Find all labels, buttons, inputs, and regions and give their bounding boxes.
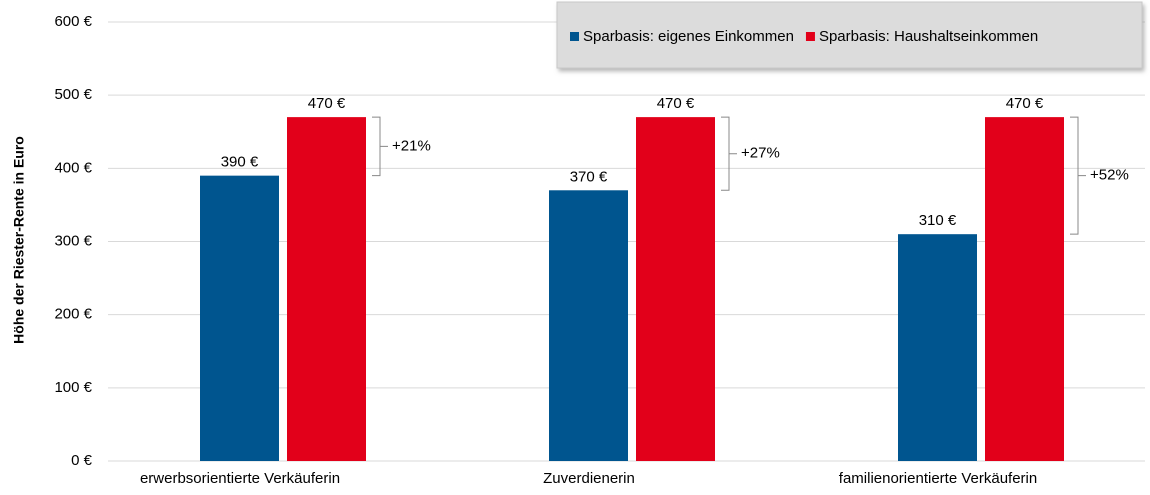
value-label: 390 € xyxy=(221,154,259,171)
bar xyxy=(200,175,279,461)
y-axis-label: Höhe der Riester-Rente in Euro xyxy=(11,136,27,344)
bracket xyxy=(372,116,388,177)
bar xyxy=(636,117,715,461)
bracket xyxy=(1070,116,1086,235)
y-tick-label: 200 € xyxy=(54,306,92,323)
y-tick-label: 600 € xyxy=(54,13,92,30)
legend-swatch xyxy=(805,32,815,41)
x-tick-label: Zuverdienerin xyxy=(543,470,635,487)
bar xyxy=(985,117,1064,461)
y-tick-label: 0 € xyxy=(71,452,93,469)
bar xyxy=(549,190,628,462)
annotation: +52% xyxy=(1090,167,1129,184)
y-tick-label: 500 € xyxy=(54,86,92,103)
annotation: +27% xyxy=(741,145,780,162)
value-label: 470 € xyxy=(1006,95,1044,112)
legend-box xyxy=(556,1,1143,69)
legend-label: Sparbasis: Haushaltseinkommen xyxy=(819,28,1038,45)
legend: Sparbasis: eigenes Einkommen Sparbasis: H… xyxy=(556,1,1143,69)
bar xyxy=(287,117,366,461)
y-tick-label: 300 € xyxy=(54,232,92,249)
y-tick-label: 100 € xyxy=(54,379,92,396)
legend-swatch xyxy=(570,32,579,41)
bracket xyxy=(721,116,737,191)
legend-label: Sparbasis: eigenes Einkommen xyxy=(583,28,794,45)
x-tick-label: erwerbsorientierte Verkäuferin xyxy=(140,470,340,487)
x-tick-label: familienorientierte Verkäuferin xyxy=(839,470,1037,487)
y-tick-label: 400 € xyxy=(54,159,92,176)
value-label: 470 € xyxy=(308,95,346,112)
value-label: 310 € xyxy=(919,212,957,229)
value-label: 470 € xyxy=(657,95,695,112)
value-label: 370 € xyxy=(570,168,608,185)
annotation: +21% xyxy=(392,137,431,154)
bar xyxy=(898,234,977,461)
